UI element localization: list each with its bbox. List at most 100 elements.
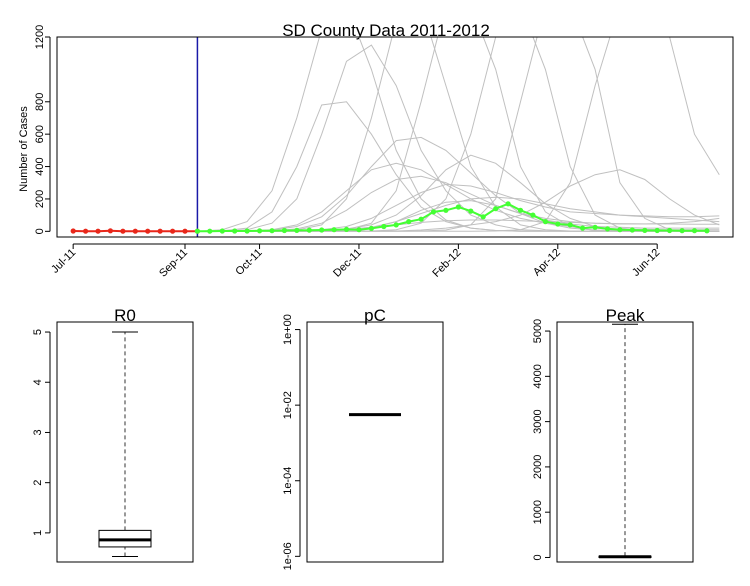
- forecast-point: [567, 222, 573, 228]
- forecast-point: [443, 207, 449, 213]
- chart-title: SD County Data 2011-2012: [282, 21, 490, 40]
- plot-frame: [56, 36, 734, 238]
- peak-title: Peak: [606, 306, 645, 325]
- simulation-line: [197, 136, 720, 232]
- box-y-tick-label: 1e+00: [282, 314, 294, 345]
- r0-title: R0: [114, 306, 136, 325]
- forecast-point: [654, 227, 660, 234]
- y-tick-label: 200: [34, 190, 46, 208]
- forecast-point: [219, 228, 225, 234]
- r0-boxplot: 1 2 3 4 5: [32, 329, 152, 557]
- forecast-point: [406, 219, 412, 225]
- r0-plot-frame: [56, 321, 194, 563]
- forecast-point: [493, 206, 499, 212]
- pc-plot-frame: [306, 321, 444, 563]
- forecast-point: [480, 214, 486, 220]
- peak-plot-frame: [556, 321, 694, 563]
- forecast-point: [331, 227, 337, 233]
- forecast-point: [343, 226, 350, 232]
- forecast-point: [580, 225, 586, 231]
- forecast-point: [667, 227, 673, 234]
- observed-point: [132, 228, 138, 234]
- forecast-point: [468, 208, 474, 214]
- forecast-point: [517, 207, 524, 213]
- forecast-point: [530, 212, 536, 218]
- simulation-line: [197, 162, 720, 232]
- pc-boxplot-panel: pC 1e-06 1e-04 1e-02 1e+00: [282, 306, 444, 570]
- forecast-point: [257, 228, 263, 234]
- forecast-point: [368, 225, 374, 231]
- box-y-tick-label: 2000: [532, 455, 544, 479]
- forecast-point: [629, 227, 635, 233]
- box-y-tick-label: 0: [532, 554, 544, 560]
- observed-point: [145, 228, 151, 234]
- box-y-tick-label: 4000: [532, 364, 544, 388]
- forecast-point: [194, 228, 200, 234]
- forecast-series: [194, 201, 710, 234]
- forecast-point: [679, 228, 685, 234]
- forecast-point: [604, 226, 611, 232]
- forecast-point: [294, 227, 300, 233]
- observed-point: [70, 228, 76, 234]
- time-series-panel: SD County Data 2011-2012 Number of Cases…: [18, 21, 734, 280]
- y-axis-label: Number of Cases: [18, 106, 30, 192]
- forecast-point: [207, 228, 213, 234]
- forecast-point: [244, 228, 250, 234]
- y-axis: 0 200 400 600 800 1200: [34, 25, 51, 234]
- box-y-tick-label: 1: [32, 530, 44, 536]
- forecast-point: [555, 221, 561, 227]
- simulation-line: [197, 175, 720, 232]
- box-y-tick-label: 2: [32, 480, 44, 486]
- x-axis: Jul-11 Sep-11 Oct-11 Dec-11 Feb-12 Apr-12 Jun-…: [49, 243, 662, 280]
- r0-boxplot-panel: R0 1 2 3 4 5: [32, 306, 194, 563]
- observed-series: [70, 228, 200, 234]
- x-tick-label: Sep-11: [157, 247, 190, 280]
- y-tick-label: 400: [34, 157, 46, 175]
- forecast-point: [430, 209, 437, 215]
- forecast-point: [356, 227, 362, 233]
- box-y-tick-label: 1000: [532, 500, 544, 524]
- box-y-tick-label: 5000: [532, 319, 544, 343]
- pc-title: pC: [364, 306, 386, 325]
- pc-boxplot: 1e-06 1e-04 1e-02 1e+00: [282, 314, 401, 570]
- box-y-tick-label: 5: [32, 329, 44, 335]
- forecast-point: [306, 227, 312, 233]
- x-tick-label: Apr-12: [531, 247, 563, 279]
- observed-point: [107, 228, 113, 234]
- y-tick-label: 800: [34, 93, 46, 111]
- forecast-point: [617, 227, 623, 233]
- forecast-point: [281, 227, 287, 234]
- observed-point: [182, 228, 188, 234]
- forecast-point: [418, 216, 424, 222]
- forecast-point: [704, 228, 710, 234]
- box-y-tick-label: 1e-02: [282, 391, 294, 419]
- box-y-tick-label: 4: [32, 379, 44, 385]
- forecast-point: [691, 228, 698, 234]
- observed-point: [120, 228, 126, 234]
- box-y-tick-label: 1e-06: [282, 542, 294, 570]
- simulation-line: [197, 44, 720, 232]
- forecast-point: [232, 228, 238, 234]
- peak-boxplot-panel: Peak 0 1000 2000 3000 4000 5000: [532, 306, 694, 563]
- observed-point: [157, 228, 163, 234]
- forecast-point: [269, 228, 275, 234]
- observed-point: [95, 228, 101, 234]
- x-tick-label: Jun-12: [630, 247, 662, 279]
- forecast-point: [393, 222, 399, 228]
- observed-point: [170, 228, 176, 234]
- forecast-point: [455, 204, 461, 210]
- forecast-point: [381, 223, 387, 230]
- y-tick-label: 0: [34, 228, 46, 234]
- y-tick-label: 600: [34, 125, 46, 143]
- x-tick-label: Jul-11: [49, 247, 78, 276]
- forecast-point: [592, 224, 598, 230]
- box-y-tick-label: 3000: [532, 409, 544, 433]
- y-tick-label: 1200: [34, 25, 46, 49]
- x-tick-label: Oct-11: [233, 247, 264, 278]
- observed-point: [83, 228, 89, 234]
- forecast-point: [542, 219, 549, 225]
- box-y-tick-label: 3: [32, 429, 44, 435]
- x-tick-label: Feb-12: [430, 247, 463, 280]
- forecast-point: [319, 227, 325, 233]
